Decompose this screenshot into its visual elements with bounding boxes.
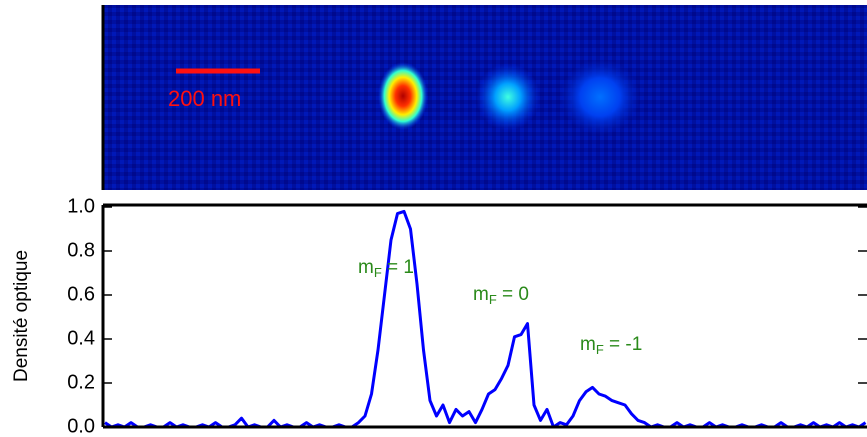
cloud bbox=[476, 63, 540, 131]
y-tick-label: 0.6 bbox=[67, 283, 95, 305]
cloud bbox=[378, 62, 428, 130]
y-tick-label: 1.0 bbox=[67, 195, 95, 217]
absorption-image: 200 nm bbox=[101, 5, 867, 190]
y-tick-label: 0.8 bbox=[67, 239, 95, 261]
y-tick-label: 0.0 bbox=[67, 415, 95, 437]
annotation-sub: F bbox=[489, 292, 497, 307]
annotation-sub: F bbox=[374, 265, 382, 280]
annotation-rest: = -1 bbox=[604, 334, 643, 355]
annotation-base: m bbox=[580, 334, 596, 355]
y-tick-label: 0.2 bbox=[67, 371, 95, 393]
annotation-base: m bbox=[358, 257, 374, 278]
annotation-sub: F bbox=[596, 342, 604, 357]
annotation-rest: = 0 bbox=[497, 284, 529, 305]
cloud bbox=[560, 59, 640, 135]
scale-label: 200 nm bbox=[168, 86, 241, 111]
annotation: mF = 1 bbox=[358, 257, 414, 280]
data-line bbox=[104, 209, 867, 429]
annotation-rest: = 1 bbox=[382, 257, 414, 278]
annotation-base: m bbox=[473, 284, 489, 305]
annotation: mF = 0 bbox=[473, 284, 529, 307]
y-axis-label: Densité optique bbox=[11, 250, 32, 382]
annotation: mF = -1 bbox=[580, 334, 642, 357]
y-tick-label: 0.4 bbox=[67, 327, 95, 349]
